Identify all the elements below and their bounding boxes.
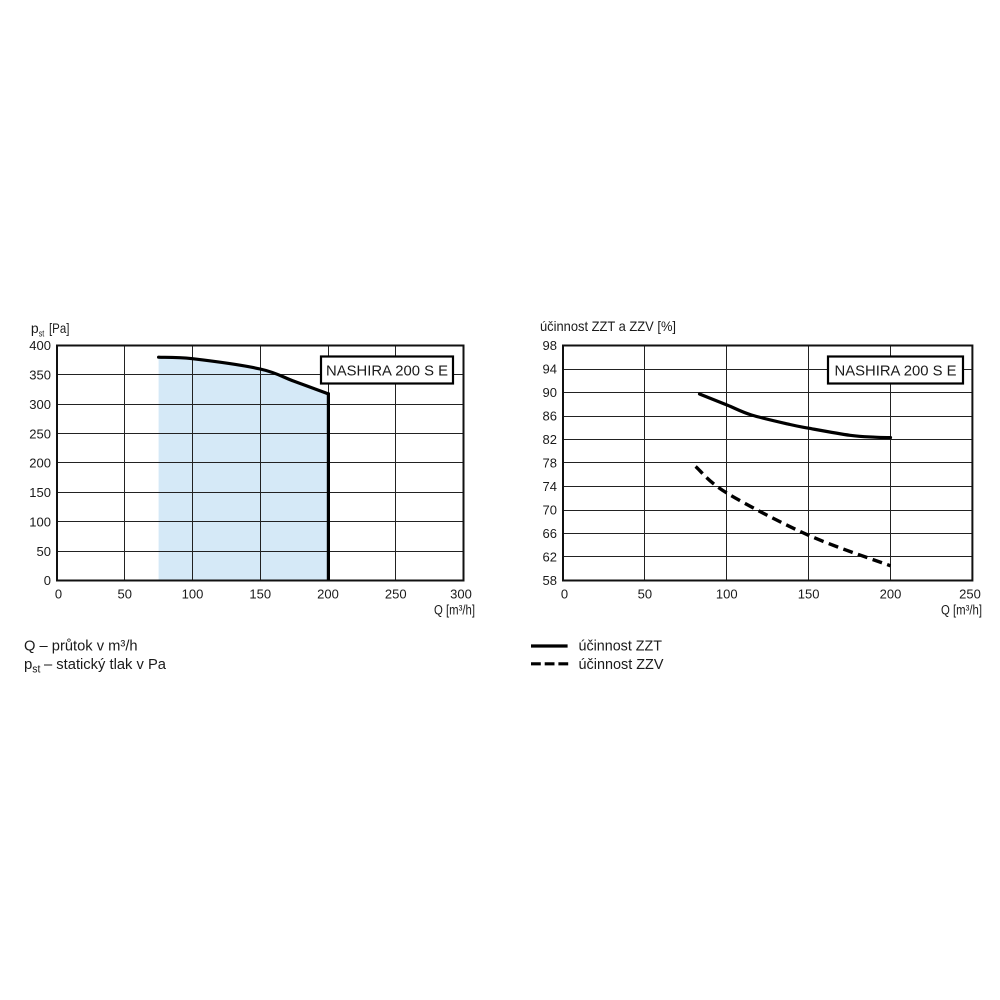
svg-text:p: p — [24, 656, 32, 673]
svg-text:200: 200 — [880, 587, 902, 602]
svg-text:50: 50 — [638, 587, 652, 602]
svg-text:NASHIRA 200 S E: NASHIRA 200 S E — [326, 364, 448, 380]
svg-text:74: 74 — [543, 479, 557, 494]
svg-text:0: 0 — [55, 587, 62, 602]
svg-text:NASHIRA 200 S E: NASHIRA 200 S E — [835, 364, 957, 380]
svg-text:400: 400 — [29, 338, 51, 353]
svg-text:st: st — [39, 328, 45, 339]
svg-text:0: 0 — [561, 587, 568, 602]
svg-text:účinnost ZZV: účinnost ZZV — [579, 656, 664, 673]
svg-text:100: 100 — [29, 514, 51, 529]
svg-text:350: 350 — [29, 368, 51, 383]
svg-text:98: 98 — [543, 338, 557, 353]
svg-text:300: 300 — [29, 397, 51, 412]
svg-text:86: 86 — [543, 409, 557, 424]
svg-text:Q – průtok v m³/h: Q – průtok v m³/h — [24, 638, 138, 655]
svg-text:150: 150 — [249, 587, 271, 602]
svg-text:250: 250 — [29, 426, 51, 441]
svg-text:st: st — [32, 664, 40, 676]
svg-text:70: 70 — [543, 503, 557, 518]
svg-text:Q [m³/h]: Q [m³/h] — [434, 603, 475, 618]
svg-text:250: 250 — [385, 587, 407, 602]
svg-text:58: 58 — [543, 573, 557, 588]
svg-text:82: 82 — [543, 432, 557, 447]
svg-text:účinnost ZZT: účinnost ZZT — [579, 638, 663, 655]
svg-text:94: 94 — [543, 362, 557, 377]
svg-text:150: 150 — [798, 587, 820, 602]
svg-text:66: 66 — [543, 526, 557, 541]
svg-text:78: 78 — [543, 456, 557, 471]
svg-text:200: 200 — [29, 456, 51, 471]
svg-text:p: p — [31, 320, 39, 336]
svg-text:100: 100 — [716, 587, 738, 602]
svg-text:150: 150 — [29, 485, 51, 500]
svg-text:50: 50 — [37, 544, 51, 559]
svg-text:300: 300 — [450, 587, 472, 602]
svg-text:90: 90 — [543, 385, 557, 400]
svg-text:250: 250 — [959, 587, 981, 602]
svg-text:[Pa]: [Pa] — [49, 320, 69, 336]
svg-text:62: 62 — [543, 550, 557, 565]
svg-text:Q [m³/h]: Q [m³/h] — [941, 603, 982, 618]
svg-text:50: 50 — [118, 587, 132, 602]
svg-text:100: 100 — [182, 587, 204, 602]
svg-text:0: 0 — [44, 573, 51, 588]
svg-text:200: 200 — [317, 587, 339, 602]
svg-text:– statický tlak v Pa: – statický tlak v Pa — [44, 656, 167, 673]
svg-text:účinnost ZZT a ZZV [%]: účinnost ZZT a ZZV [%] — [540, 318, 676, 334]
